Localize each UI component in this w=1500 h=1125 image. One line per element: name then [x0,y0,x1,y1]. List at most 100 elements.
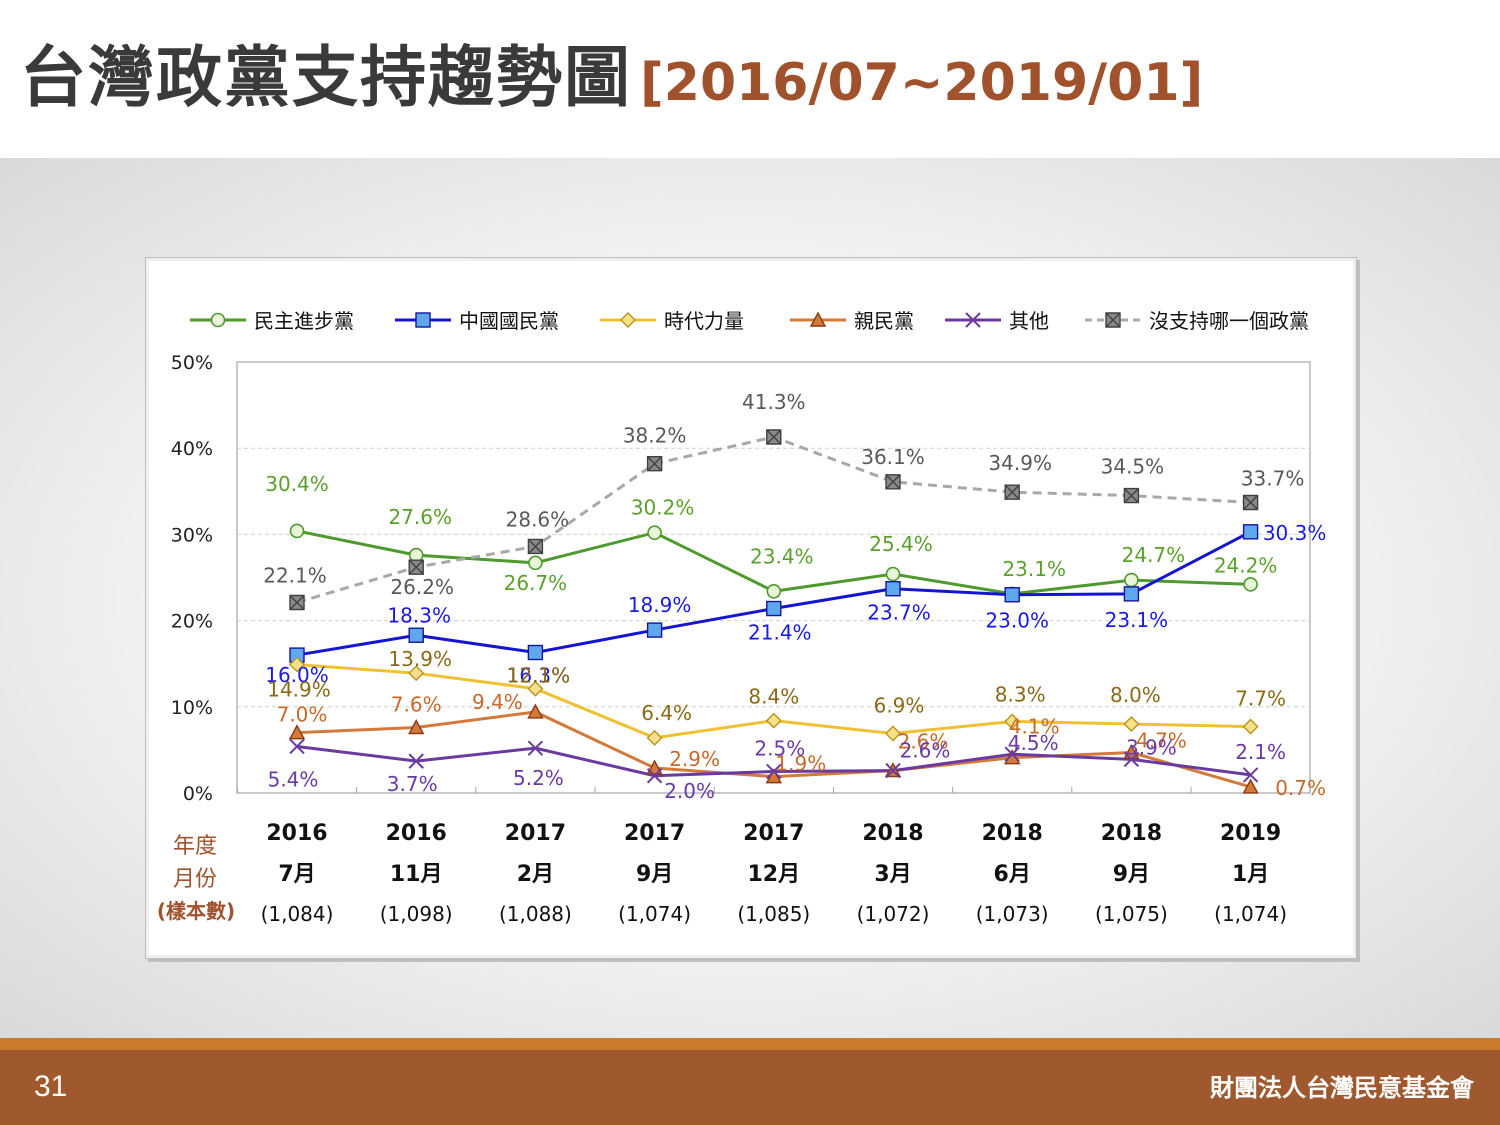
x-sample-label: (1,072) [857,902,930,926]
y-tick-label: 0% [183,783,213,805]
data-label: 33.7% [1241,467,1305,491]
data-label: 38.2% [623,424,687,448]
data-label: 7.7% [1235,687,1286,711]
x-sample-label: (1,075) [1095,902,1168,926]
data-point [1242,718,1259,735]
organization-name: 財團法人台灣民意基金會 [1210,1074,1474,1102]
legend-label: 其他 [1009,309,1049,333]
data-label: 6.4% [641,701,692,725]
x-year-label: 2018 [862,821,923,846]
x-sample-label: (1,098) [380,902,453,926]
data-label: 24.7% [1122,543,1186,567]
data-label: 2.9% [669,747,720,771]
data-label: 4.5% [1008,731,1059,755]
x-sample-label: (1,073) [976,902,1049,926]
data-point [528,555,543,571]
data-label: 21.4% [748,621,812,645]
data-label: 23.7% [867,601,931,625]
x-sample-label: (1,085) [737,902,810,926]
data-label: 26.7% [504,571,568,595]
x-header-month: 月份 [173,867,217,892]
data-point [289,738,305,755]
data-point [527,680,544,697]
data-point [288,724,306,740]
data-point [885,474,901,490]
data-label: 23.4% [750,544,814,568]
footer-bar [0,1050,1500,1125]
page-number: 31 [34,1070,68,1103]
data-point [646,759,663,775]
data-label: 2.6% [900,739,951,763]
x-year-label: 2018 [1101,821,1162,846]
y-tick-label: 50% [171,352,213,374]
data-point [766,583,782,599]
data-point [1242,494,1259,511]
data-point [408,753,424,769]
data-label: 2.1% [1235,740,1286,764]
data-label: 3.7% [387,772,438,796]
title-bar: 台灣政黨支持趨勢圖 [2016/07~2019/01] [0,0,1500,158]
data-point [1123,751,1140,768]
x-month-label: 9月 [1113,862,1150,887]
legend-marker [965,312,981,328]
x-year-label: 2017 [743,821,804,846]
x-year-label: 2016 [386,821,447,846]
data-label: 12.1% [507,664,571,688]
y-tick-label: 30% [171,524,213,546]
x-month-label: 2月 [517,862,554,887]
data-point [408,665,425,682]
data-point [289,656,305,673]
legend-label: 時代力量 [664,309,744,333]
data-label: 18.3% [387,603,451,627]
data-point [766,600,782,617]
x-year-label: 2016 [266,821,327,846]
data-point [1124,572,1139,588]
data-label: 14.9% [267,678,331,702]
data-label: 36.1% [861,445,925,469]
data-label: 4.7% [1136,728,1187,752]
data-label: 1.9% [775,752,826,776]
data-label: 9.4% [472,690,523,714]
data-label: 26.2% [390,575,454,599]
data-point [1243,577,1258,592]
legend-label: 民主進步黨 [254,309,354,333]
data-label: 25.4% [869,532,933,556]
data-point [408,719,425,735]
title-text: 台灣政黨支持趨勢圖 [20,39,632,116]
footer-accent-line [0,1038,1500,1050]
data-point [289,523,305,539]
legend-label: 中國國民黨 [459,309,559,333]
data-point [646,622,663,638]
data-label: 23.1% [1002,557,1066,581]
data-point [1004,587,1020,603]
data-point [766,429,782,445]
data-label: 30.2% [631,496,695,520]
x-month-label: 9月 [636,862,673,887]
x-year-label: 2017 [624,821,685,846]
data-label: 7.6% [391,692,442,716]
y-tick-label: 10% [171,697,213,719]
data-point [1123,586,1140,602]
data-point [1004,713,1021,730]
data-label: 27.6% [388,505,452,529]
data-point [766,763,782,780]
data-label: 30.4% [265,472,329,496]
x-month-label: 7月 [278,862,315,887]
x-month-label: 3月 [874,862,911,887]
data-label: 24.2% [1214,553,1278,577]
legend-marker [415,312,431,328]
data-point [1242,524,1259,540]
x-sample-label: (1,084) [261,902,334,926]
data-label: 2.5% [754,736,805,760]
data-label: 16.3% [507,663,571,687]
data-label: 6.9% [874,694,925,718]
data-point [885,581,901,597]
x-year-label: 2018 [982,821,1043,846]
data-point [646,768,663,784]
data-point [647,525,662,540]
legend-label: 親民黨 [854,309,914,333]
data-point [1242,778,1259,794]
data-label: 34.5% [1101,455,1165,479]
data-label: 41.3% [742,390,806,414]
x-header-sample: (樣本數) [157,899,235,923]
